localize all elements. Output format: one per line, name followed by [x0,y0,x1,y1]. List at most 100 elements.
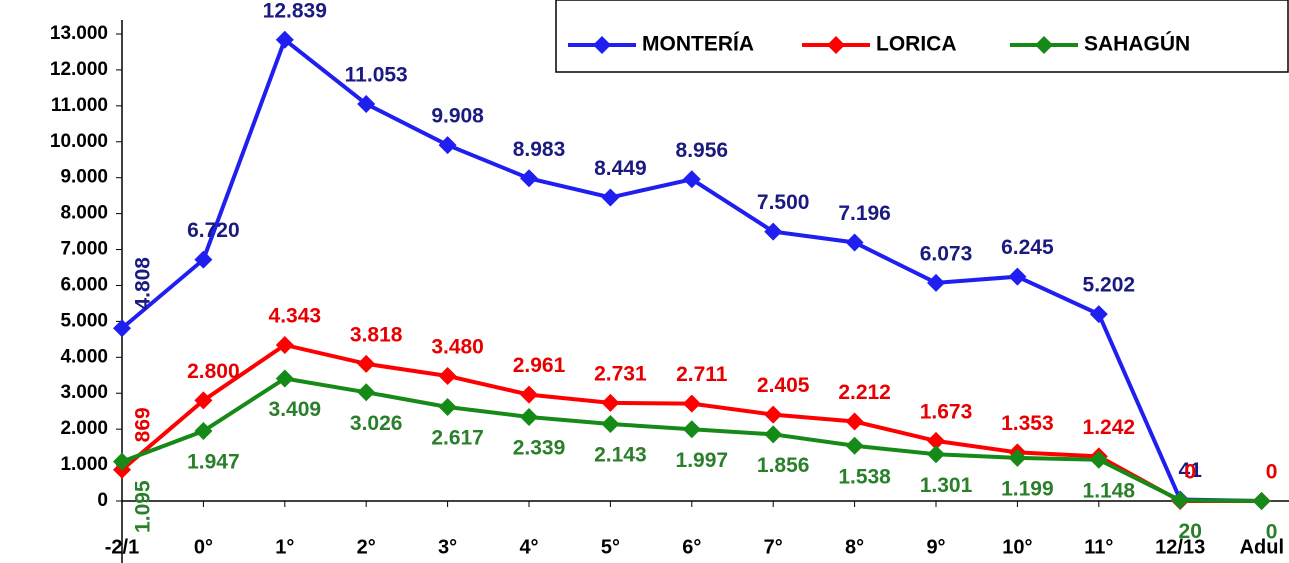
data-label: 5.202 [1083,274,1136,297]
y-tick-label: 12.000 [50,59,108,80]
marker [194,250,213,269]
x-tick-label: 0° [194,536,213,558]
y-tick-label: 13.000 [50,23,108,44]
y-tick-label: 4.000 [60,346,108,367]
y-tick-label: 11.000 [51,95,108,116]
data-label: 2.731 [594,362,647,385]
data-label: 2.800 [187,360,240,383]
x-tick-label: 7° [764,536,783,558]
x-tick-label: 5° [601,536,620,558]
data-label: 1.856 [757,454,810,477]
data-label: 1.242 [1083,416,1136,439]
marker [601,393,620,412]
data-label: 11.053 [345,63,408,86]
marker [275,369,294,388]
data-label: 6.245 [1001,236,1054,259]
marker [357,94,376,113]
data-label: 0 [1266,521,1278,544]
marker [194,391,213,410]
data-label: 4.808 [132,257,155,310]
x-tick-label: 3° [438,536,457,558]
data-label: 8.956 [676,139,729,162]
marker [601,188,620,207]
x-tick-label: Adul [1240,536,1284,558]
x-tick-label: 6° [682,536,701,558]
x-tick-label: -2/1 [105,536,139,558]
data-label: 41 [1179,459,1203,482]
x-tick-label: 9° [926,536,945,558]
data-label: 1.538 [838,465,891,488]
marker [1252,492,1271,510]
marker [682,420,701,439]
y-tick-label: 9.000 [60,167,108,188]
data-label: 3.026 [350,412,403,435]
marker [682,170,701,189]
marker [275,335,294,354]
marker [275,30,294,49]
marker [1089,450,1108,469]
marker [194,422,213,441]
marker [927,273,945,292]
data-label: 9.908 [431,105,484,128]
legend-marker [593,36,611,54]
x-tick-label: 10° [1002,536,1032,558]
data-label: 6.073 [920,242,973,265]
marker [357,383,376,402]
data-label: 1.148 [1083,479,1136,502]
x-tick-label: 1° [275,536,294,558]
data-label: 2.143 [594,444,647,467]
marker [438,366,457,385]
marker [1089,305,1108,324]
y-tick-label: 0 [97,490,108,511]
marker [601,415,620,434]
data-label: 2.617 [431,427,484,450]
data-label: 0 [1266,461,1278,484]
data-label: 8.449 [594,157,647,180]
x-tick-label: 8° [845,536,864,558]
x-tick-label: 11° [1084,536,1113,558]
marker [520,169,538,188]
legend-marker [1035,36,1053,54]
marker [845,436,864,455]
data-label: 1.997 [676,449,729,472]
data-label: 1.301 [920,474,973,497]
marker [520,407,538,426]
y-tick-label: 3.000 [60,382,108,403]
x-tick-label: 4° [519,536,538,558]
data-label: 1.353 [1001,412,1054,435]
x-tick-label: 12/13 [1155,536,1205,558]
data-label: 3.409 [269,398,322,421]
data-label: 1.947 [187,451,240,474]
marker [1008,267,1027,286]
data-label: 1.199 [1001,477,1054,500]
data-label: 3.480 [431,336,484,359]
marker [1008,448,1027,467]
y-tick-label: 7.000 [60,239,108,260]
legend-marker [827,36,845,54]
marker [357,354,376,373]
data-label: 7.196 [838,202,891,225]
marker [845,412,864,431]
y-tick-label: 5.000 [60,310,108,331]
data-label: 2.339 [513,437,566,460]
marker [764,405,783,424]
legend-label: LORICA [876,33,957,56]
data-label: 3.818 [350,323,403,346]
data-label: 0 [1184,461,1196,484]
data-label: 8.983 [513,138,566,161]
data-label: 12.839 [263,0,327,22]
marker [845,233,864,252]
data-label: 2.405 [757,374,810,397]
data-label: 7.500 [757,191,810,214]
y-tick-label: 1.000 [60,454,108,475]
y-tick-label: 2.000 [60,418,108,439]
marker [1171,491,1190,510]
marker [927,445,945,464]
marker [682,394,701,413]
marker [438,397,457,416]
data-label: 1.673 [920,400,973,423]
marker [113,319,131,338]
data-label: 20 [1179,520,1202,543]
data-label: 2.961 [513,354,566,377]
